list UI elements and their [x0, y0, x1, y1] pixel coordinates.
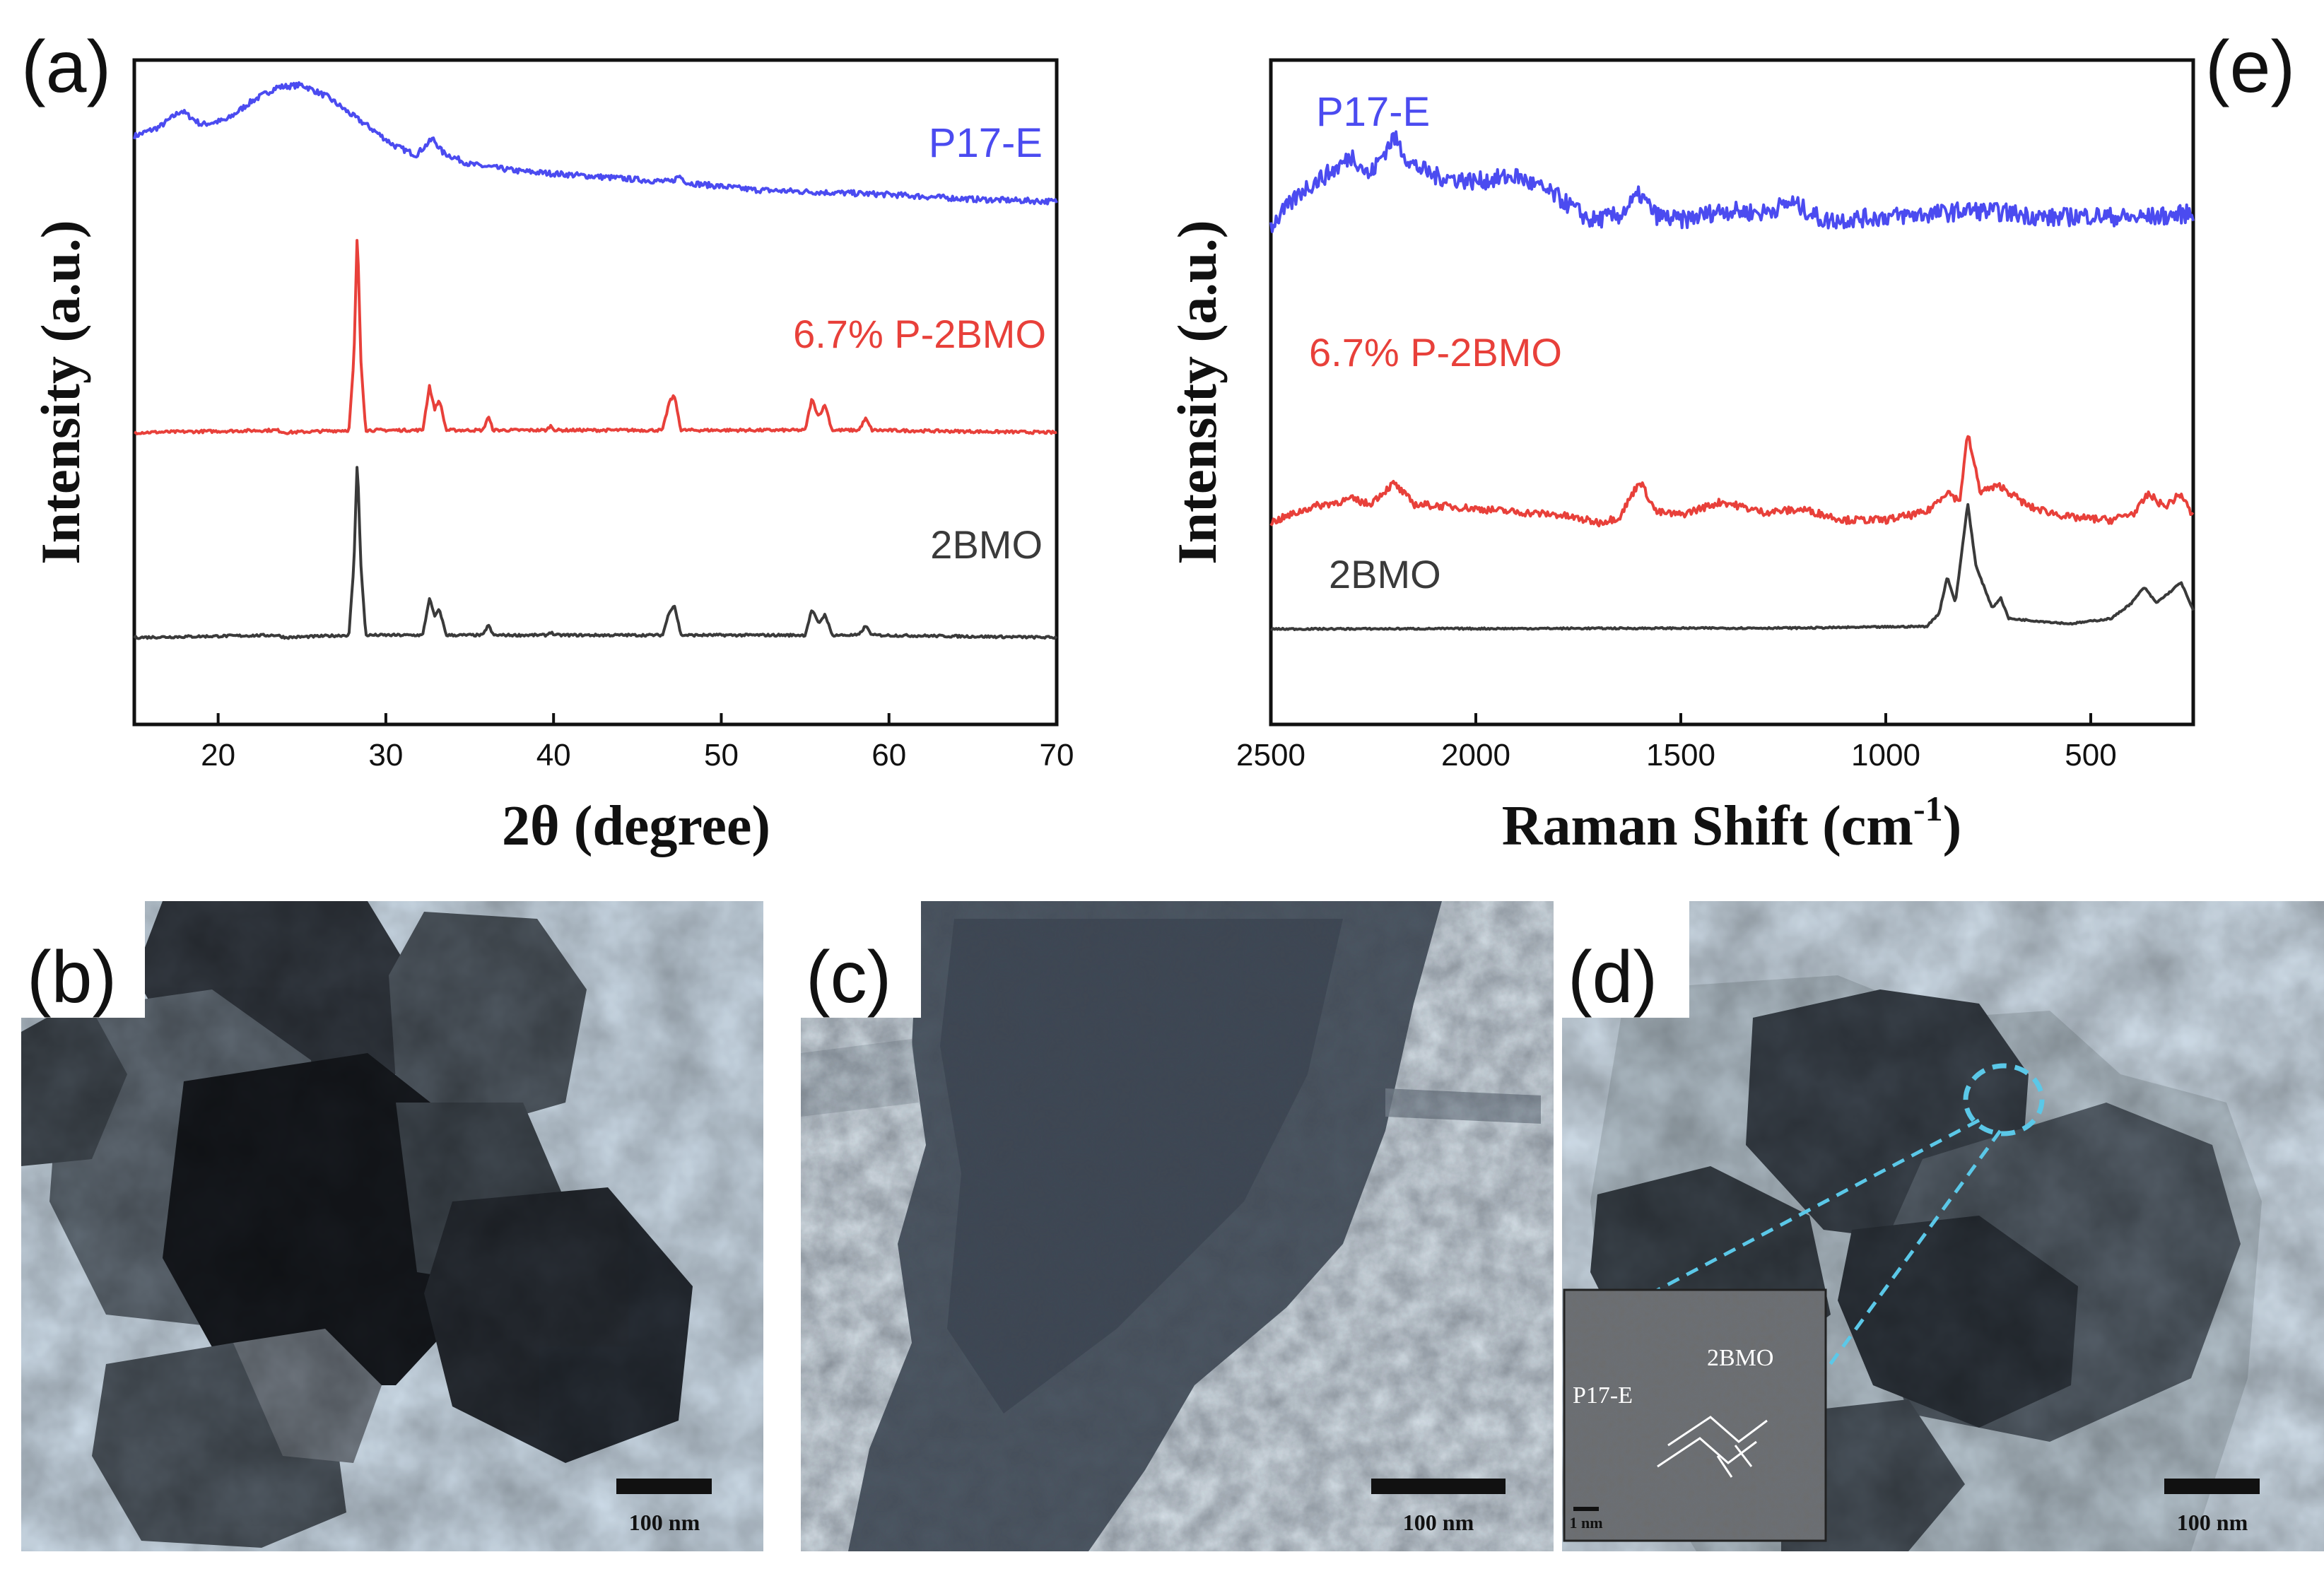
raman-plot-frame — [1269, 58, 2195, 727]
xrd-plot-frame — [132, 58, 1059, 727]
tem-image-c: (c) 100 nm — [801, 901, 1554, 1551]
x-tick-label: 20 — [201, 738, 235, 772]
panel-b-label-bg — [21, 901, 145, 1018]
raman-label-2bmo: 2BMO — [1329, 552, 1441, 597]
x-tick-label: 2000 — [1441, 738, 1510, 772]
raman-x-axis-label-close: ) — [1943, 795, 1962, 857]
xrd-label-p17e: P17-E — [929, 120, 1043, 166]
raman-y-axis-label: Intensity (a.u.) — [1166, 220, 1228, 565]
tem-d-highlight-circle — [1963, 1063, 2045, 1136]
tem-image-d: P17-E 2BMO 1 nm (d) 100 nm — [1562, 901, 2324, 1551]
xrd-chart: 20 30 40 50 60 70 (a) P17-E 6.7% P-2BMO 2BMO … — [21, 26, 1074, 857]
series-line-p17-e — [1269, 130, 2195, 233]
hrtem-inset-label-2bmo: 2BMO — [1707, 1345, 1773, 1371]
scale-bar-d — [2164, 1479, 2260, 1494]
tem-d-zoom-line-2 — [1818, 1129, 2002, 1380]
xrd-x-axis-label: 2θ (degree) — [502, 795, 770, 857]
scale-bar-inset — [1573, 1507, 1599, 1511]
xrd-series-lines — [133, 81, 1058, 640]
x-tick-label: 50 — [704, 738, 739, 772]
x-tick-label: 500 — [2065, 738, 2116, 772]
tem-d-zoom-line-1 — [1653, 1118, 1980, 1294]
hrtem-inset: P17-E 2BMO 1 nm — [1564, 1290, 1826, 1541]
x-tick-label: 60 — [872, 738, 906, 772]
x-tick-label: 1500 — [1646, 738, 1715, 772]
panel-d-label: (d) — [1568, 936, 1657, 1018]
series-line-6-7-p-2bmo — [134, 239, 1057, 435]
raman-series-lines — [1269, 130, 2195, 631]
x-tick-label: 2500 — [1236, 738, 1305, 772]
panel-d-label-bg — [1562, 901, 1689, 1018]
raman-label-p2bmo: 6.7% P-2BMO — [1309, 330, 1562, 375]
scale-bar-c — [1371, 1479, 1506, 1494]
x-tick-label: 30 — [368, 738, 403, 772]
panel-c-label: (c) — [806, 936, 891, 1018]
scale-bar-inset-label: 1 nm — [1569, 1514, 1602, 1532]
xrd-y-axis-label: Intensity (a.u.) — [30, 220, 91, 565]
series-line-2bmo — [133, 466, 1058, 640]
raman-x-ticks: 2500 2000 1500 1000 500 — [1236, 713, 2117, 772]
panel-e-label: (e) — [2205, 26, 2295, 108]
panel-b-label: (b) — [27, 936, 117, 1018]
xrd-x-ticks: 20 30 40 50 60 70 — [201, 713, 1074, 772]
x-tick-label: 70 — [1040, 738, 1074, 772]
raman-label-p17e: P17-E — [1316, 89, 1430, 135]
panel-a-label: (a) — [21, 26, 111, 108]
x-tick-label: 1000 — [1851, 738, 1920, 772]
raman-x-axis-label-sup: -1 — [1913, 789, 1943, 828]
panel-c-label-bg — [801, 901, 921, 1018]
series-line-6-7-p-2bmo — [1269, 435, 2195, 528]
x-tick-label: 40 — [536, 738, 571, 772]
raman-chart: 2500 2000 1500 1000 500 (e) P17-E 6.7% P-2BM… — [1166, 26, 2295, 857]
scale-bar-b-label: 100 nm — [629, 1510, 700, 1535]
hrtem-inset-label-p17e: P17-E — [1573, 1382, 1633, 1409]
raman-x-axis-label-main: Raman Shift (cm — [1502, 795, 1913, 857]
scale-bar-c-label: 100 nm — [1403, 1510, 1474, 1535]
series-line-2bmo — [1270, 503, 2195, 631]
xrd-label-p2bmo: 6.7% P-2BMO — [793, 312, 1046, 356]
hrtem-inset-border — [1563, 1288, 1827, 1542]
tem-image-b: (b) 100 nm — [21, 901, 763, 1551]
xrd-label-2bmo: 2BMO — [930, 522, 1043, 567]
raman-x-axis-label: Raman Shift (cm-1) — [1502, 789, 1961, 857]
scale-bar-d-label: 100 nm — [2177, 1510, 2248, 1535]
series-line-p17-e — [133, 81, 1058, 206]
scale-bar-b — [616, 1479, 712, 1494]
